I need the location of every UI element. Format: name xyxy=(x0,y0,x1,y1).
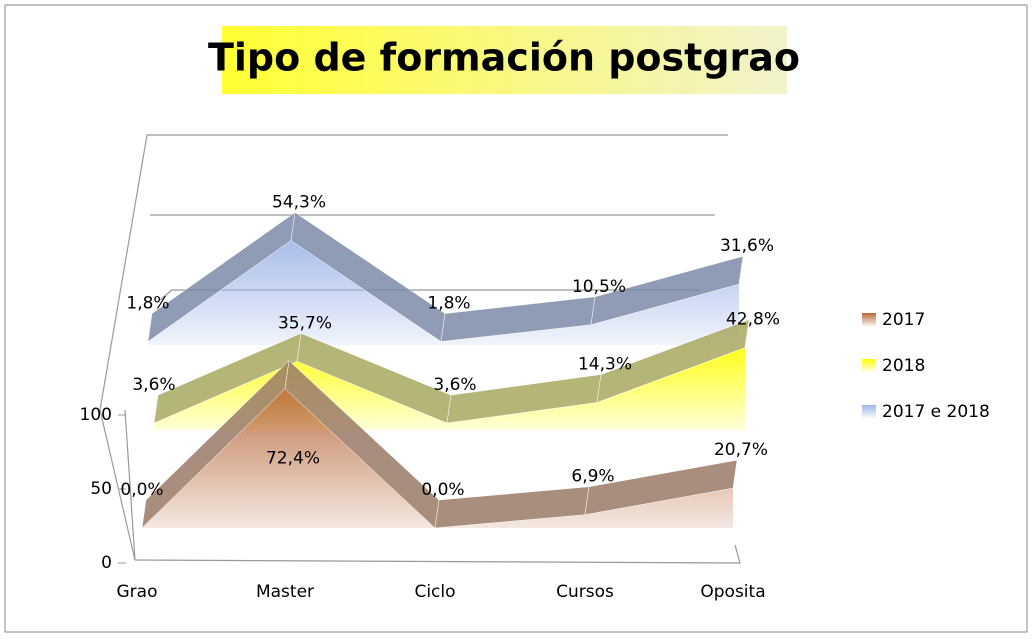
data-label: 20,7% xyxy=(714,440,768,460)
ribbon-segment xyxy=(584,459,738,516)
series-area xyxy=(148,240,739,345)
data-label: 14,3% xyxy=(578,354,632,374)
legend-swatch xyxy=(862,405,876,419)
data-label: 10,5% xyxy=(572,277,626,297)
walls xyxy=(99,134,741,564)
data-label: 42,8% xyxy=(726,310,780,330)
data-label: 3,6% xyxy=(132,375,175,395)
legend-label: 2017 e 2018 xyxy=(882,402,990,422)
legend-swatch xyxy=(862,313,876,327)
data-label: 1,8% xyxy=(427,294,470,314)
data-label: 54,3% xyxy=(272,193,326,213)
ribbon-segment xyxy=(596,319,750,403)
series-area xyxy=(142,388,733,528)
data-label: 1,8% xyxy=(126,294,169,314)
ribbon-segment xyxy=(590,255,744,326)
legend-swatch xyxy=(862,359,876,373)
data-label: 3,6% xyxy=(433,375,476,395)
x-tick-label: Cursos xyxy=(556,582,614,602)
y-tick-label: 100 xyxy=(80,405,112,425)
x-tick-label: Ciclo xyxy=(414,582,455,602)
data-label: 72,4% xyxy=(266,449,320,469)
x-tick-label: Grao xyxy=(117,582,158,602)
y-tick-label: 0 xyxy=(101,553,112,573)
title-box xyxy=(222,26,787,94)
data-label: 0,0% xyxy=(120,480,163,500)
legend-label: 2017 xyxy=(882,310,925,330)
data-label: 31,6% xyxy=(720,236,774,256)
x-tick-label: Master xyxy=(256,582,314,602)
data-label: 0,0% xyxy=(421,480,464,500)
chart-title: Tipo de formación postgrao xyxy=(208,36,800,80)
data-label: 35,7% xyxy=(278,313,332,333)
x-tick-label: Oposita xyxy=(700,582,765,602)
data-label: 6,9% xyxy=(571,467,614,487)
y-tick-label: 50 xyxy=(90,479,112,499)
legend-label: 2018 xyxy=(882,356,925,376)
